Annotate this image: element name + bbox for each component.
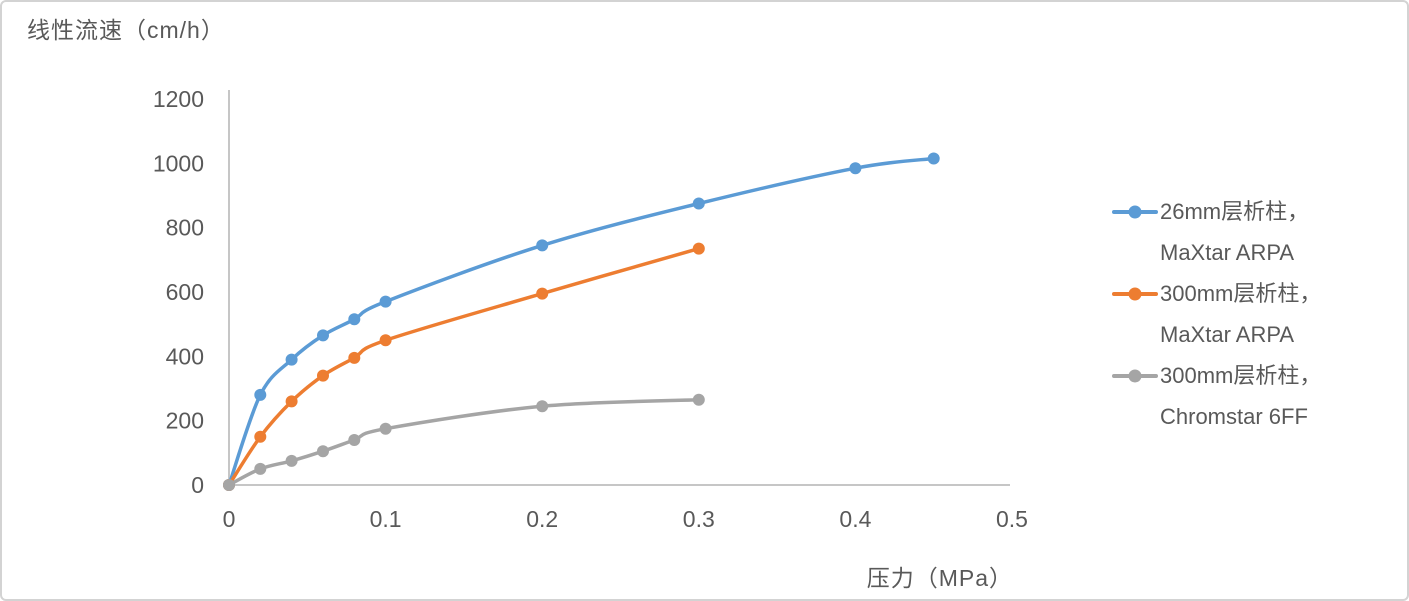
- series-line-0: [227, 156, 936, 487]
- legend-item: 300mm层析柱， MaXtar ARPA: [1112, 273, 1392, 355]
- series-1-marker: [348, 351, 361, 364]
- series-1-marker: [285, 395, 298, 408]
- x-tick-label: 0.5: [996, 506, 1028, 532]
- y-tick-label: 1000: [153, 150, 204, 176]
- series-1-marker: [317, 369, 329, 382]
- legend-dot-icon: [1128, 369, 1142, 383]
- series-line-1: [227, 246, 701, 487]
- series-0-marker: [254, 388, 267, 401]
- y-tick-label: 400: [166, 343, 204, 369]
- legend-label-line1: 300mm层析柱，: [1160, 363, 1322, 388]
- legend-label: 26mm层析柱， MaXtar ARPA: [1158, 191, 1309, 273]
- series-0-marker: [285, 353, 298, 366]
- series-2-marker: [223, 479, 235, 491]
- x-tick-label: 0.3: [683, 506, 715, 532]
- series-2-marker: [379, 422, 392, 435]
- legend-item: 300mm层析柱， Chromstar 6FF: [1112, 355, 1392, 437]
- y-tick-label: 600: [166, 279, 204, 305]
- series-0-marker: [849, 162, 862, 175]
- series-0-marker: [536, 239, 549, 252]
- x-tick-label: 0.4: [839, 506, 871, 532]
- x-tick-label: 0.1: [370, 506, 402, 532]
- series-0-marker: [692, 197, 705, 210]
- series-2-marker: [348, 434, 361, 446]
- series-1-marker: [692, 242, 705, 255]
- series-2-marker: [536, 400, 549, 413]
- x-axis-title: 压力（MPa）: [866, 565, 1013, 591]
- series-2-marker: [254, 462, 267, 475]
- x-tick-label: 0: [223, 506, 236, 532]
- legend-marker-line-dot-icon: [1112, 191, 1158, 232]
- legend-label: 300mm层析柱， MaXtar ARPA: [1158, 273, 1321, 355]
- y-tick-label: 800: [166, 215, 204, 241]
- x-tick-label: 0.2: [526, 506, 558, 532]
- legend-item: 26mm层析柱， MaXtar ARPA: [1112, 191, 1392, 273]
- series-0-marker: [348, 313, 361, 326]
- legend-label-line1: 26mm层析柱，: [1160, 199, 1310, 224]
- y-tick-label: 200: [166, 408, 204, 434]
- chart-title: 线性流速（cm/h）: [27, 17, 225, 43]
- legend-dot-icon: [1128, 205, 1142, 219]
- series-1-marker: [379, 334, 392, 347]
- y-tick-label: 1200: [153, 86, 204, 112]
- series-1-marker: [254, 430, 267, 443]
- legend-label-line2: MaXtar ARPA: [1160, 322, 1295, 347]
- series-0-marker: [379, 295, 392, 308]
- series-line-2: [227, 398, 701, 487]
- legend-label-line2: MaXtar ARPA: [1160, 240, 1295, 265]
- series-2-marker: [692, 393, 705, 406]
- series-1-marker: [536, 287, 549, 300]
- series-0-marker: [317, 329, 329, 342]
- legend-dot-icon: [1128, 287, 1142, 301]
- legend: 26mm层析柱， MaXtar ARPA 300mm层析柱， MaXtar AR…: [1112, 191, 1392, 437]
- legend-label-line1: 300mm层析柱，: [1160, 281, 1322, 306]
- legend-marker-line-dot-icon: [1112, 273, 1158, 314]
- series-0-marker: [927, 152, 940, 165]
- legend-marker-line-dot-icon: [1112, 355, 1158, 396]
- legend-label: 300mm层析柱， Chromstar 6FF: [1158, 355, 1321, 437]
- y-tick-label: 0: [191, 472, 204, 498]
- legend-label-line2: Chromstar 6FF: [1160, 404, 1308, 429]
- series-2-marker: [285, 454, 298, 467]
- series-2-marker: [317, 445, 329, 458]
